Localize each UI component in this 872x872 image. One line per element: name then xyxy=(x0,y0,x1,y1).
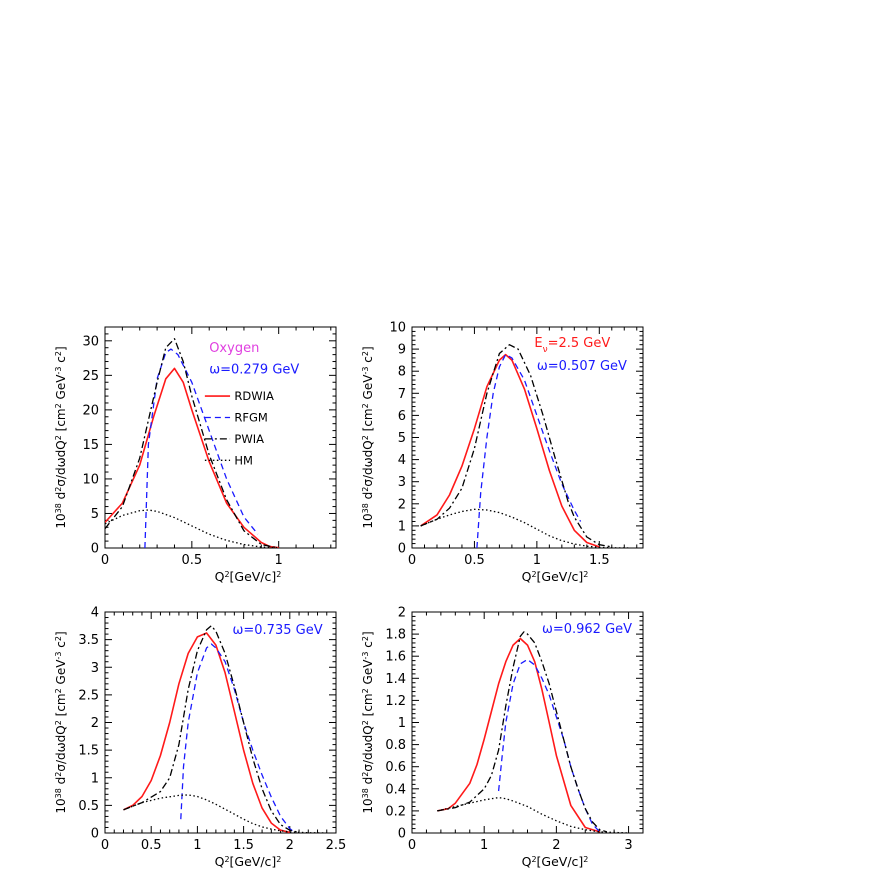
y-tick-label: 4 xyxy=(91,606,99,621)
series-line-hm xyxy=(420,508,631,548)
legend-label-pwia: PWIA xyxy=(234,432,264,446)
annotation-text: ω=0.962 GeV xyxy=(542,622,632,637)
series-line-pwia xyxy=(420,344,612,548)
annotation-text: ω=0.735 GeV xyxy=(233,623,323,638)
y-tick-label: 0.4 xyxy=(385,782,406,797)
x-tick-label: 1 xyxy=(533,553,541,568)
x-tick-label: 2 xyxy=(552,838,560,853)
y-tick-label: 15 xyxy=(82,438,99,453)
x-tick-label: 0 xyxy=(408,838,416,853)
series-line-hm xyxy=(123,794,327,833)
chart-panel-4: 0 1 2 300.20.40.60.811.21.41.61.82Q2[GeV/c]… xyxy=(361,606,644,869)
x-tick-label: 0 xyxy=(408,553,416,568)
x-axis-label: Q2[GeV/c]2 xyxy=(215,569,282,584)
y-tick-label: 2 xyxy=(398,606,406,621)
y-tick-label: 20 xyxy=(82,403,99,418)
annotation-text: ω=0.507 GeV xyxy=(537,359,627,374)
x-tick-label: 1.5 xyxy=(589,553,610,568)
y-tick-label: 2 xyxy=(91,716,99,731)
y-tick-label: 8 xyxy=(398,365,406,380)
series-line-rdwia xyxy=(123,632,290,833)
y-tick-label: 4 xyxy=(398,453,406,468)
x-axis-label: Q2[GeV/c]2 xyxy=(522,569,589,584)
y-tick-label: 3 xyxy=(91,661,99,676)
y-tick-label: 1.4 xyxy=(385,672,406,687)
y-axis-label: 1038 d2σ/dωdQ2 [cm2 GeV-3 c2] xyxy=(54,346,69,528)
y-tick-label: 1.6 xyxy=(385,650,406,665)
series-line-pwia xyxy=(105,338,276,548)
y-tick-label: 25 xyxy=(82,369,99,384)
y-tick-label: 10 xyxy=(389,321,406,336)
series-line-rfgm xyxy=(497,658,601,833)
y-tick-label: 1 xyxy=(398,716,406,731)
y-tick-label: 0.6 xyxy=(385,760,406,775)
y-tick-label: 0.5 xyxy=(78,799,99,814)
y-tick-label: 1.2 xyxy=(385,694,406,709)
legend: RDWIA RFGM PWIA HM xyxy=(204,389,274,467)
x-tick-label: 3 xyxy=(624,838,632,853)
series-line-rfgm xyxy=(144,348,259,548)
x-tick-label: 0 xyxy=(101,553,109,568)
y-tick-label: 5 xyxy=(398,431,406,446)
y-tick-label: 1 xyxy=(398,519,406,534)
legend-label-rdwia: RDWIA xyxy=(234,389,274,403)
y-tick-label: 10 xyxy=(82,472,99,487)
x-tick-label: 2.5 xyxy=(326,838,347,853)
x-tick-label: 2 xyxy=(286,838,294,853)
y-tick-label: 1.8 xyxy=(385,628,406,643)
y-tick-label: 0 xyxy=(91,827,99,842)
y-tick-label: 2.5 xyxy=(78,688,99,703)
y-tick-label: 0.8 xyxy=(385,738,406,753)
x-tick-label: 1 xyxy=(275,553,283,568)
annotation-text: Eν=2.5 GeV xyxy=(534,336,610,355)
y-axis-label: 1038 d2σ/dωdQ2 [cm2 GeV-3 c2] xyxy=(54,631,69,813)
y-tick-label: 1.5 xyxy=(78,744,99,759)
x-axis-label: Q2[GeV/c]2 xyxy=(215,854,282,869)
series-line-rdwia xyxy=(437,637,600,833)
series-line-hm xyxy=(437,796,629,833)
x-axis-label: Q2[GeV/c]2 xyxy=(522,854,589,869)
y-tick-label: 0 xyxy=(398,827,406,842)
y-tick-label: 2 xyxy=(398,497,406,512)
y-tick-label: 6 xyxy=(398,409,406,424)
y-tick-label: 0.2 xyxy=(385,804,406,819)
x-tick-label: 0 xyxy=(101,838,109,853)
x-tick-label: 1 xyxy=(480,838,488,853)
y-tick-label: 30 xyxy=(82,334,99,349)
series-line-rdwia xyxy=(105,367,279,548)
y-tick-label: 0 xyxy=(398,542,406,557)
chart-panel-2: 0 0.5 1 1.5 0 1 2 3 4 5 6 7 8 9 10 Q2[GeV/c]2 1038 d2σ/d… xyxy=(361,321,644,584)
x-tick-label: 1 xyxy=(193,838,201,853)
x-tick-label: 1.5 xyxy=(233,838,254,853)
annotation-text: Oxygen xyxy=(209,341,259,356)
y-tick-label: 9 xyxy=(398,343,406,358)
series-line-rfgm xyxy=(476,353,582,548)
x-tick-label: 0.5 xyxy=(464,553,485,568)
legend-label-hm: HM xyxy=(234,453,253,467)
y-tick-label: 3.5 xyxy=(78,633,99,648)
y-tick-label: 0 xyxy=(91,542,99,557)
chart-panel-3: 0 0.5 1 1.5 2 2.5 0 0.5 1 1.5 2 2.5 3 3.5 4 Q2[GeV/c]2 1… xyxy=(54,606,347,870)
annotation-text: ω=0.279 GeV xyxy=(209,362,299,377)
plot-frame xyxy=(104,326,337,549)
y-tick-label: 1 xyxy=(91,771,99,786)
x-tick-label: 0.5 xyxy=(181,553,202,568)
y-tick-label: 7 xyxy=(398,387,406,402)
series-line-rdwia xyxy=(420,353,600,548)
legend-label-rfgm: RFGM xyxy=(234,410,267,424)
y-tick-label: 3 xyxy=(398,475,406,490)
y-axis-label: 1038 d2σ/dωdQ2 [cm2 GeV-3 c2] xyxy=(361,346,376,528)
series-line-rfgm xyxy=(180,643,295,833)
y-tick-label: 5 xyxy=(91,507,99,522)
series-line-pwia xyxy=(437,631,608,833)
y-axis-label: 1038 d2σ/dωdQ2 [cm2 GeV-3 c2] xyxy=(361,631,376,813)
x-tick-label: 0.5 xyxy=(141,838,162,853)
